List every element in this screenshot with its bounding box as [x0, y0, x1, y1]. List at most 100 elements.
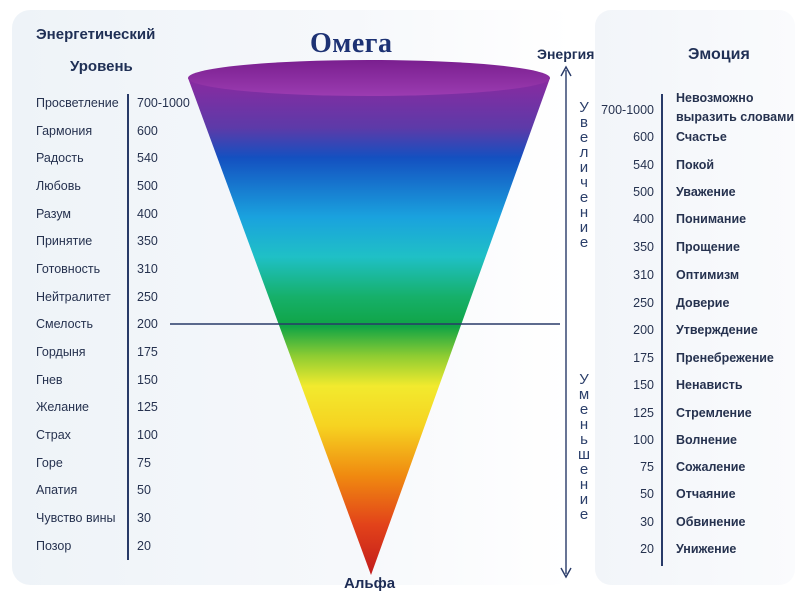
- level-value: 75: [137, 456, 151, 470]
- level-name: Разум: [36, 207, 72, 221]
- level-name: Горе: [36, 456, 63, 470]
- level-value: 20: [137, 539, 151, 553]
- level-name: Желание: [36, 400, 90, 414]
- level-name: Гнев: [36, 373, 63, 387]
- level-name: Смелость: [36, 317, 94, 331]
- emotion-value: 75: [640, 460, 654, 474]
- vertical-letter: е: [579, 234, 589, 251]
- level-name: Просветление: [36, 96, 119, 110]
- emotion-value: 400: [633, 212, 654, 226]
- cone-body: [188, 78, 550, 575]
- emotion-value: 540: [633, 158, 654, 172]
- level-name: Гармония: [36, 124, 93, 138]
- emotion-name: Понимание: [676, 212, 747, 226]
- vertical-letter: ч: [580, 174, 588, 191]
- level-value: 500: [137, 179, 158, 193]
- level-value: 125: [137, 400, 158, 414]
- vertical-letter: е: [579, 189, 589, 206]
- level-name: Принятие: [36, 234, 93, 248]
- emotion-value: 50: [640, 487, 654, 501]
- vertical-letter: н: [579, 204, 589, 221]
- emotion-value: 175: [633, 351, 654, 365]
- emotion-name: Волнение: [676, 433, 737, 447]
- emotion-name: Прощение: [676, 240, 740, 254]
- level-value: 600: [137, 124, 158, 138]
- level-value: 200: [137, 317, 158, 331]
- vertical-letter: м: [578, 386, 590, 403]
- emotion-value: 100: [633, 433, 654, 447]
- emotion-value: 150: [633, 378, 654, 392]
- level-name: Гордыня: [36, 345, 86, 359]
- right-divider-line: [661, 94, 663, 566]
- level-name: Страх: [36, 428, 71, 442]
- emotion-name: Покой: [676, 158, 715, 172]
- level-value: 100: [137, 428, 158, 442]
- level-name: Апатия: [36, 483, 78, 497]
- level-value: 540: [137, 151, 158, 165]
- left-divider-line: [127, 94, 129, 560]
- emotion-name: Сожаление: [676, 460, 746, 474]
- level-value: 310: [137, 262, 158, 276]
- emotion-value: 30: [640, 515, 654, 529]
- vertical-letter: ь: [580, 431, 588, 448]
- right-background: [595, 10, 795, 585]
- left-header-line-2: Уровень: [70, 58, 133, 75]
- emotion-value: 600: [633, 130, 654, 144]
- emotion-value: 250: [633, 296, 654, 310]
- vertical-letter: е: [579, 506, 589, 523]
- vertical-letter: л: [579, 144, 589, 161]
- level-name: Любовь: [36, 179, 81, 193]
- energy-header: Энергия: [537, 46, 595, 62]
- emotion-value: 125: [633, 406, 654, 420]
- vertical-letter: н: [579, 416, 589, 433]
- emotion-name: Счастье: [676, 130, 727, 144]
- level-name: Чувство вины: [36, 511, 116, 525]
- bottom-label: Альфа: [344, 575, 396, 592]
- emotion-name: Ненависть: [676, 378, 743, 392]
- level-value: 700-1000: [137, 96, 190, 110]
- vertical-letter: и: [579, 219, 589, 236]
- vertical-letter: ш: [577, 446, 591, 463]
- emotion-name: Утверждение: [676, 323, 758, 337]
- level-name: Нейтралитет: [36, 290, 111, 304]
- cone-top-ellipse: [188, 60, 550, 96]
- diagram-title: Омега: [310, 28, 393, 59]
- emotion-name: Отчаяние: [676, 487, 736, 501]
- energy-arrow-up: [560, 65, 572, 77]
- vertical-letter: е: [579, 401, 589, 418]
- emotion-value: 200: [633, 323, 654, 337]
- emotion-name: Стремление: [676, 406, 752, 420]
- vertical-letter: У: [579, 99, 589, 116]
- vertical-letter: и: [579, 491, 589, 508]
- level-value: 250: [137, 290, 158, 304]
- emotion-value: 350: [633, 240, 654, 254]
- vertical-letter: У: [579, 371, 589, 388]
- level-value: 150: [137, 373, 158, 387]
- energy-arrow-down: [560, 567, 572, 579]
- level-name: Позор: [36, 539, 72, 553]
- level-value: 50: [137, 483, 151, 497]
- emotion-name: Невозможно: [676, 91, 754, 105]
- level-value: 400: [137, 207, 158, 221]
- left-header-line-1: Энергетический: [36, 26, 156, 43]
- emotion-value: 700-1000: [601, 103, 654, 117]
- emotion-name: Оптимизм: [676, 268, 740, 282]
- emotion-name: Обвинение: [676, 515, 746, 529]
- emotion-name: Унижение: [676, 542, 737, 556]
- vertical-letter: н: [579, 476, 589, 493]
- vertical-letter: е: [579, 461, 589, 478]
- level-value: 350: [137, 234, 158, 248]
- emotion-value: 500: [633, 185, 654, 199]
- level-value: 30: [137, 511, 151, 525]
- emotion-header: Эмоция: [688, 46, 750, 63]
- vertical-letter: и: [579, 159, 589, 176]
- emotion-value: 310: [633, 268, 654, 282]
- emotion-name: выразить словами: [676, 110, 795, 124]
- level-value: 175: [137, 345, 158, 359]
- vertical-letter: е: [579, 129, 589, 146]
- emotion-name: Уважение: [676, 185, 736, 199]
